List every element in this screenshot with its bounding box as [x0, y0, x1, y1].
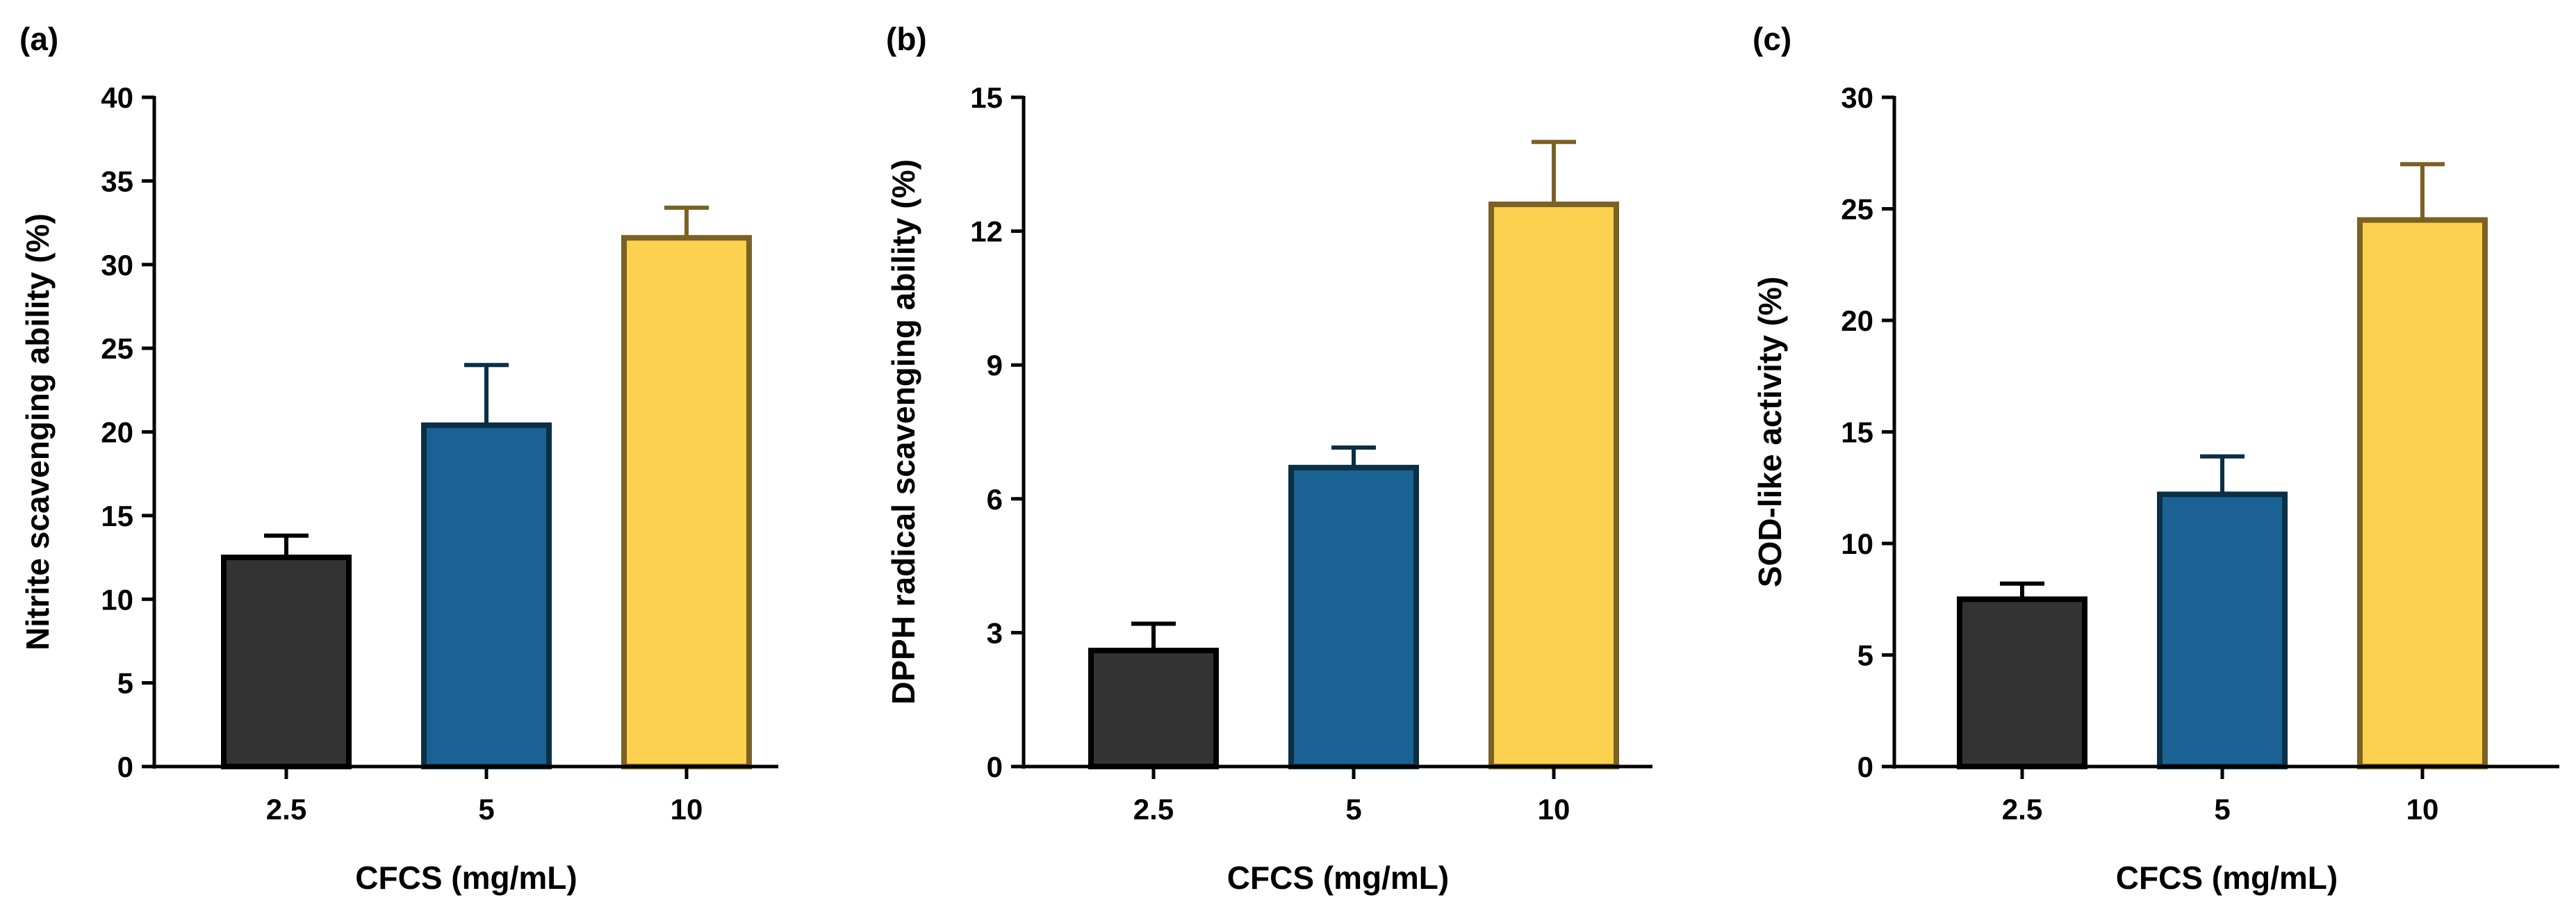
panel-label: (a) — [19, 21, 58, 57]
y-tick-label: 10 — [1841, 527, 1873, 560]
x-axis-title: CFCS (mg/mL) — [2116, 860, 2338, 896]
panel-label: (c) — [1753, 21, 1791, 57]
x-tick-label: 2.5 — [2002, 793, 2042, 826]
y-tick-label: 6 — [987, 483, 1003, 516]
bar-10 — [2357, 217, 2488, 769]
y-tick-label: 25 — [1841, 193, 1873, 226]
y-axis-title: Nitrite scavenging ability (%) — [19, 213, 56, 650]
y-tick-label: 5 — [117, 667, 133, 700]
y-tick-label: 20 — [1841, 304, 1873, 337]
y-tick-label: 10 — [101, 583, 133, 616]
y-tick-label: 35 — [101, 165, 133, 197]
y-tick-label: 15 — [1841, 416, 1873, 449]
bar-5 — [2157, 491, 2288, 769]
x-axis-title: CFCS (mg/mL) — [1227, 860, 1449, 896]
y-tick-label: 30 — [1841, 81, 1873, 114]
x-tick-label: 10 — [2406, 793, 2439, 826]
bar-2.5 — [1088, 648, 1219, 770]
panel-c: (c) 0 5 10 15 20 25 30 2.5 5 10 CFCS (mg/mL) SOD-lik… — [1752, 21, 2559, 896]
x-tick-label: 10 — [1538, 793, 1570, 826]
x-tick-label: 5 — [2214, 793, 2230, 826]
y-tick-label: 12 — [970, 215, 1003, 248]
y-tick-label: 0 — [1857, 751, 1873, 783]
y-tick-label: 20 — [101, 416, 133, 449]
x-tick-label: 5 — [478, 793, 494, 826]
x-tick-label: 2.5 — [1133, 793, 1174, 826]
panel-b: (b) 0 3 6 9 12 15 2.5 5 10 CFCS (mg/mL) DPPH radica… — [885, 21, 1652, 896]
y-tick-label: 25 — [101, 332, 133, 365]
y-tick-label: 15 — [970, 81, 1003, 114]
bar-5 — [1288, 464, 1419, 769]
y-axis-title: SOD-like activity (%) — [1752, 277, 1788, 587]
y-tick-label: 3 — [987, 616, 1003, 649]
y-tick-label: 9 — [987, 349, 1003, 382]
bar-10 — [1488, 202, 1619, 769]
y-tick-label: 0 — [987, 751, 1003, 783]
bar-10 — [621, 235, 752, 770]
y-axis-title: DPPH radical scavenging ability (%) — [885, 159, 921, 705]
y-tick-label: 0 — [117, 751, 133, 783]
y-tick-label: 15 — [101, 500, 133, 532]
bar-2.5 — [221, 555, 352, 769]
y-tick-label: 40 — [101, 81, 133, 114]
panel-a: (a) 0 5 10 15 20 25 30 35 40 2.5 5 10 CFCS (mg/mL) Nit… — [19, 21, 778, 896]
x-tick-label: 5 — [1345, 793, 1361, 826]
x-tick-label: 2.5 — [266, 793, 306, 826]
x-axis-title: CFCS (mg/mL) — [355, 860, 577, 896]
bar-5 — [421, 422, 552, 769]
panel-label: (b) — [886, 21, 927, 57]
bar-2.5 — [1957, 596, 2087, 769]
y-tick-label: 5 — [1857, 639, 1873, 672]
x-tick-label: 10 — [671, 793, 703, 826]
y-tick-label: 30 — [101, 249, 133, 281]
